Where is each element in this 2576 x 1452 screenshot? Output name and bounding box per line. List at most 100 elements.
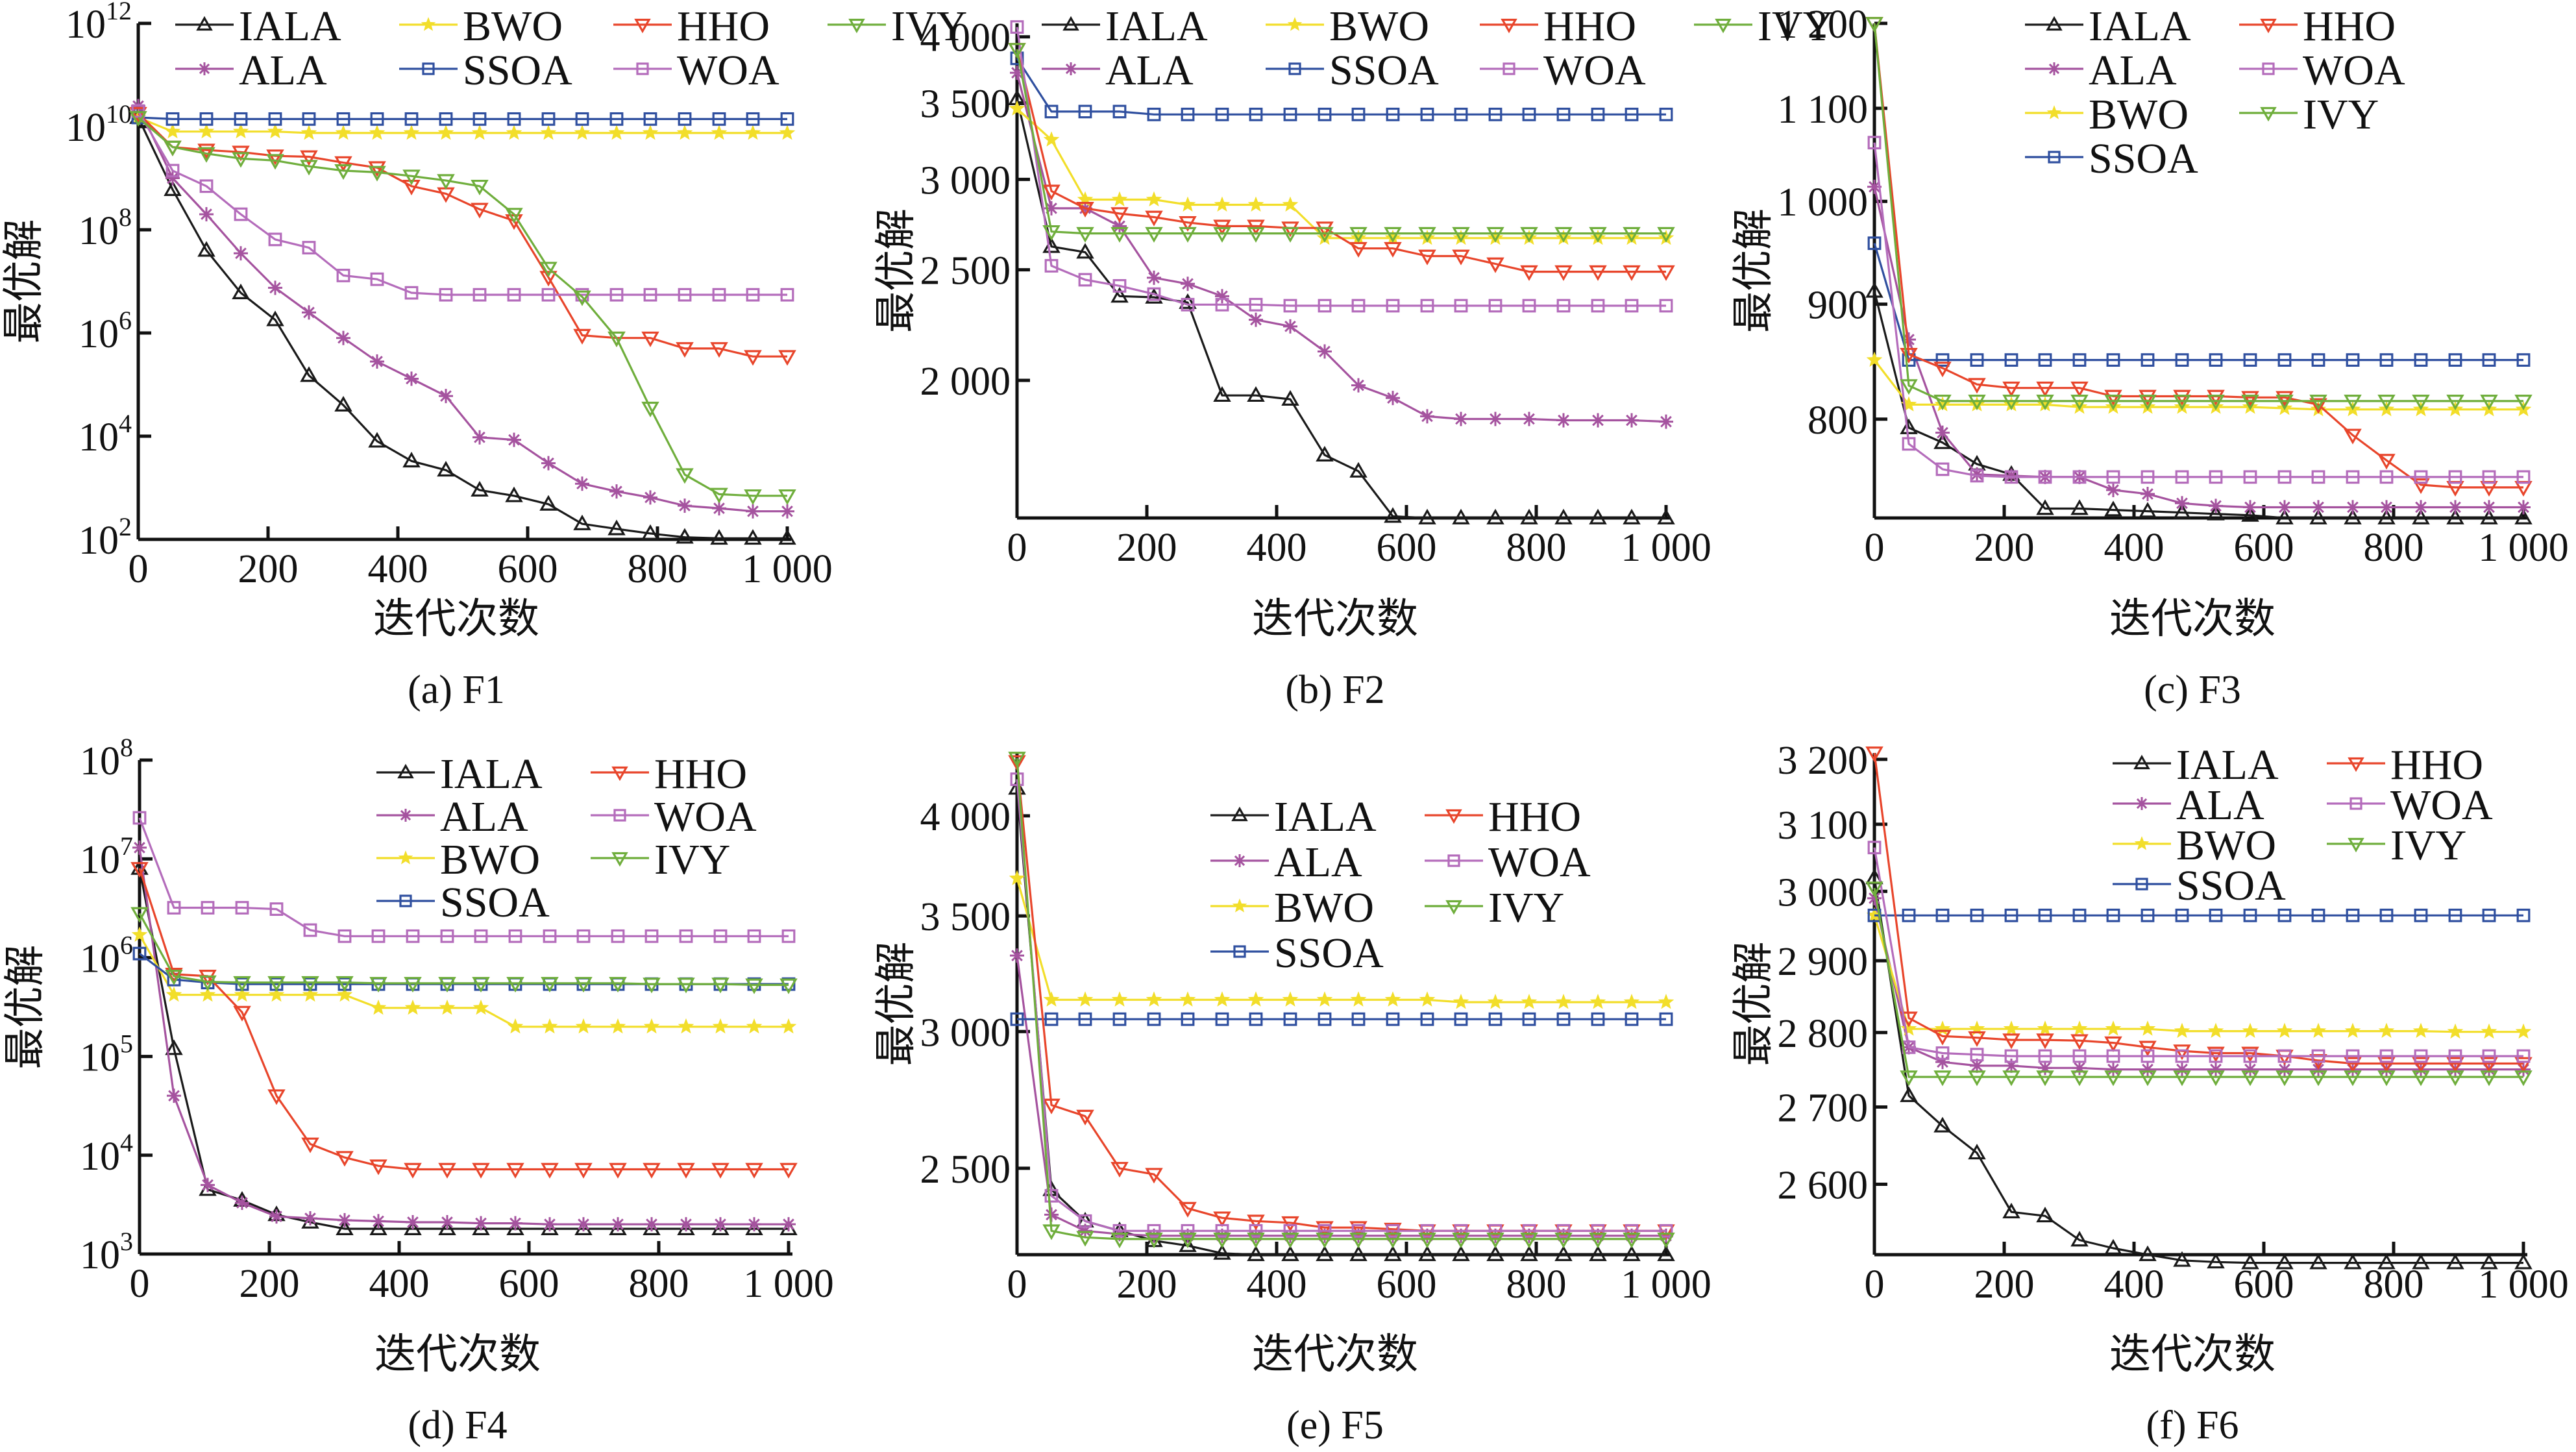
data-point-hho (1213, 1211, 1231, 1227)
data-point-iala (573, 514, 591, 530)
data-point-ivy (1281, 227, 1299, 243)
data-point-woa (1112, 279, 1127, 293)
data-point-ivy (1554, 1233, 1573, 1249)
data-point-ivy (267, 976, 286, 992)
data-point-ssoa (2277, 353, 2292, 367)
x-tick-label: 200 (238, 547, 299, 591)
series-line-bwo (1873, 359, 2523, 411)
data-point-iala (437, 461, 455, 477)
y-tick-exponent: 12 (106, 0, 132, 25)
data-point-ssoa (2106, 353, 2120, 367)
data-point-ssoa (2414, 908, 2428, 922)
data-point-iala (1213, 1244, 1231, 1260)
data-point-hho (2002, 381, 2020, 397)
data-point-woa (269, 902, 284, 917)
y-tick-label: 4 000 (920, 795, 1011, 839)
data-point-ala (1625, 413, 1639, 428)
star-marker-icon (2046, 105, 2062, 119)
data-point-hho (1042, 1098, 1061, 1114)
data-point-ssoa (1867, 236, 1882, 251)
data-point-ssoa (2277, 908, 2292, 922)
data-point-ssoa (1522, 1012, 1536, 1026)
data-point-ivy (1657, 227, 1675, 243)
y-tick-base: 10 (66, 3, 106, 47)
series-line-hho (138, 868, 789, 1171)
y-tick-label: 1 000 (1778, 180, 1869, 225)
data-point-iala (1179, 1236, 1197, 1252)
data-point-woa (1522, 299, 1536, 313)
data-point-hho (1145, 210, 1163, 227)
y-tick-base: 10 (79, 209, 119, 253)
data-point-ssoa (2516, 353, 2531, 367)
series-line-iala (1873, 878, 2523, 1264)
data-point-ivy (778, 489, 796, 506)
data-point-woa (747, 929, 761, 943)
data-point-hho (1623, 265, 1641, 281)
data-point-hho (233, 1005, 251, 1022)
legend-item-ivy: IVY (828, 3, 967, 50)
data-point-hho (539, 271, 558, 287)
legend: IALA BWO HHO IVY ALA SSOA WOA (175, 3, 967, 94)
legend-item-woa: WOA (591, 793, 757, 841)
data-point-bwo (439, 999, 456, 1015)
x-tick-label: 1 000 (743, 1262, 834, 1306)
x-tick-label: 600 (1377, 526, 1437, 570)
data-point-ivy (1589, 227, 1607, 243)
data-point-bwo (166, 986, 182, 1002)
data-point-ssoa (1970, 353, 1984, 367)
data-point-hho (2241, 391, 2259, 407)
y-tick-base: 10 (80, 838, 120, 882)
data-point-ivy (1520, 1233, 1538, 1249)
legend-item-ivy: IVY (1694, 3, 1834, 50)
data-point-woa (1625, 299, 1639, 313)
x-tick-label: 400 (1247, 1262, 1307, 1307)
data-point-ssoa (2448, 908, 2462, 922)
data-point-ala (2277, 500, 2292, 515)
legend-label: HHO (2303, 3, 2396, 50)
data-point-ivy (2309, 1070, 2327, 1087)
data-point-ssoa (1215, 1012, 1229, 1026)
data-point-hho (677, 1163, 695, 1179)
data-point-ssoa (302, 112, 316, 126)
x-tick-label: 800 (1506, 1262, 1567, 1307)
data-point-hho (1554, 265, 1573, 281)
data-point-woa (472, 288, 487, 302)
data-point-ala (167, 1089, 181, 1103)
data-point-iala (641, 524, 659, 540)
data-point-woa (1386, 299, 1400, 313)
data-point-woa (2072, 1049, 2087, 1063)
data-point-ala (132, 840, 147, 855)
y-tick-label: 3 200 (1778, 739, 1869, 783)
data-point-ssoa (2379, 353, 2394, 367)
legend-label: BWO (1329, 3, 1429, 50)
data-point-hho (472, 1163, 490, 1179)
asterisk-marker-icon (399, 809, 412, 822)
data-point-iala (1316, 1245, 1334, 1261)
data-point-hho (2070, 381, 2089, 397)
data-point-ala (780, 504, 794, 519)
y-tick-label: 106 (79, 306, 132, 356)
data-point-bwo (507, 1018, 524, 1034)
data-point-woa (1181, 1224, 1195, 1238)
data-point-bwo (2174, 1022, 2190, 1039)
data-point-hho (129, 106, 147, 123)
star-marker-icon (421, 17, 436, 31)
series-line-hho (1873, 752, 2523, 1065)
data-point-ala (2175, 496, 2189, 511)
data-point-ala (234, 246, 248, 261)
star-marker-icon (1232, 898, 1247, 913)
square-marker-icon (1288, 62, 1301, 75)
data-point-woa (2277, 470, 2292, 484)
data-point-bwo (779, 125, 796, 140)
data-point-ivy (1247, 1233, 1265, 1249)
data-point-ivy (1486, 1233, 1504, 1249)
series-ivy (1865, 17, 2533, 411)
data-point-woa (1522, 1224, 1536, 1238)
data-point-bwo (1282, 991, 1299, 1007)
x-tick-label: 0 (1865, 1262, 1885, 1307)
data-point-hho (2173, 389, 2191, 406)
legend-item-hho: HHO (1480, 3, 1636, 50)
data-point-bwo (336, 986, 353, 1002)
data-point-woa (2448, 470, 2462, 484)
data-point-ala (336, 330, 350, 345)
